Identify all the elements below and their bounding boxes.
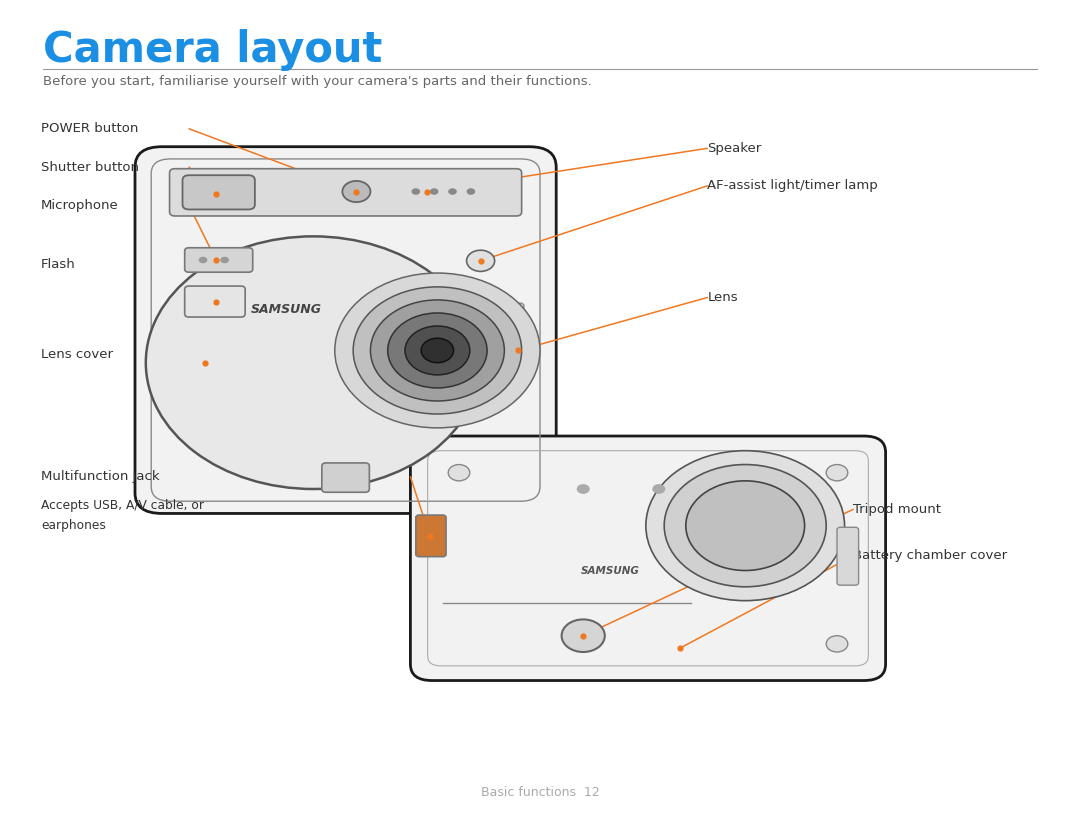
Circle shape <box>199 257 207 263</box>
FancyBboxPatch shape <box>183 175 255 209</box>
Text: Accepts USB, A/V cable, or: Accepts USB, A/V cable, or <box>41 499 204 512</box>
Text: Camera layout: Camera layout <box>43 29 382 71</box>
FancyBboxPatch shape <box>185 248 253 272</box>
FancyBboxPatch shape <box>170 169 522 216</box>
Text: Multifunction jack: Multifunction jack <box>41 470 160 483</box>
Text: Lens cover: Lens cover <box>41 348 113 361</box>
Circle shape <box>335 273 540 428</box>
Circle shape <box>411 188 420 195</box>
Text: Battery chamber cover: Battery chamber cover <box>853 549 1008 562</box>
Circle shape <box>646 451 845 601</box>
Text: AF-assist light/timer lamp: AF-assist light/timer lamp <box>707 179 878 192</box>
Circle shape <box>370 300 504 401</box>
Text: Shutter button: Shutter button <box>41 161 139 174</box>
Circle shape <box>353 287 522 414</box>
FancyBboxPatch shape <box>502 303 524 353</box>
FancyBboxPatch shape <box>416 515 446 557</box>
Text: Before you start, familiarise yourself with your camera's parts and their functi: Before you start, familiarise yourself w… <box>43 75 592 88</box>
Circle shape <box>467 250 495 271</box>
Circle shape <box>467 188 475 195</box>
Circle shape <box>220 257 229 263</box>
Circle shape <box>430 188 438 195</box>
Circle shape <box>826 636 848 652</box>
Text: Tripod mount: Tripod mount <box>853 503 941 516</box>
Text: Speaker: Speaker <box>707 142 761 155</box>
Text: SAMSUNG: SAMSUNG <box>251 303 322 316</box>
Circle shape <box>342 181 370 202</box>
Text: SAMSUNG: SAMSUNG <box>581 566 639 575</box>
FancyBboxPatch shape <box>410 436 886 681</box>
Text: Flash: Flash <box>41 258 76 271</box>
Circle shape <box>686 481 805 570</box>
FancyBboxPatch shape <box>185 286 245 317</box>
Circle shape <box>664 465 826 587</box>
Text: POWER button: POWER button <box>41 122 138 135</box>
Circle shape <box>652 484 665 494</box>
FancyBboxPatch shape <box>322 463 369 492</box>
Text: Basic functions  12: Basic functions 12 <box>481 786 599 799</box>
Circle shape <box>405 326 470 375</box>
Circle shape <box>448 465 470 481</box>
Text: Microphone: Microphone <box>41 199 119 212</box>
Circle shape <box>388 313 487 388</box>
Circle shape <box>826 465 848 481</box>
Circle shape <box>146 236 481 489</box>
Text: Lens: Lens <box>707 291 738 304</box>
FancyBboxPatch shape <box>135 147 556 513</box>
Circle shape <box>448 188 457 195</box>
Text: earphones: earphones <box>41 519 106 532</box>
Circle shape <box>562 619 605 652</box>
Circle shape <box>421 338 454 363</box>
FancyBboxPatch shape <box>837 527 859 585</box>
Circle shape <box>577 484 590 494</box>
